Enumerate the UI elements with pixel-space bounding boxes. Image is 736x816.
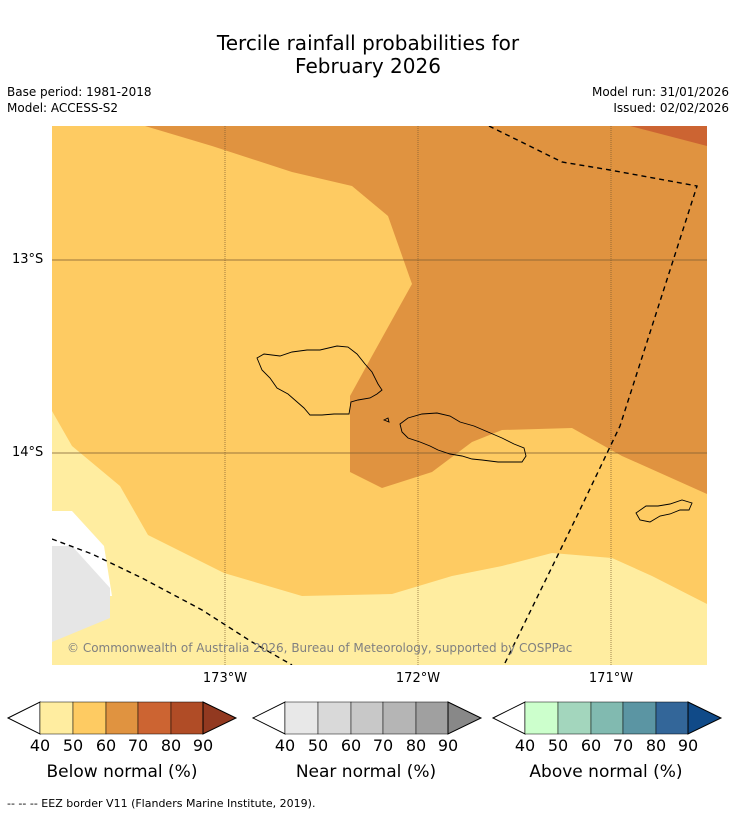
colorbar-near-seg-40-50 [284,701,319,735]
colorbar-below-seg-60-70 [105,701,139,735]
colorbar-near-under [251,701,286,735]
colorbar-near [251,701,483,735]
copyright-notice: © Commonwealth of Australia 2026, Bureau… [67,641,573,655]
eez-note: -- -- -- EEZ border V11 (Flanders Marine… [7,797,316,810]
colorbar-above-seg-50-60 [557,701,592,735]
cb-below-tick-60: 60 [95,736,117,755]
colorbar-below-over [202,701,238,735]
colorbar-above-seg-80-90 [655,701,689,735]
cb-below-tick-80: 80 [160,736,182,755]
cb-above-tick-50: 50 [547,736,569,755]
lat-label-13: 13°S [12,252,44,267]
title-line-1: Tercile rainfall probabilities for [216,31,520,55]
map-title: Tercile rainfall probabilities for Febru… [0,32,736,78]
lon-label-171: 171°W [588,671,634,686]
cb-below-label: Below normal (%) [46,762,198,782]
colorbar-below-seg-40-50 [39,701,74,735]
cb-below-tick-90: 90 [192,736,214,755]
cb-above-tick-90: 90 [677,736,699,755]
colorbar-below-seg-50-60 [72,701,107,735]
colorbar-below-seg-70-80 [137,701,172,735]
cb-above-tick-70: 70 [612,736,634,755]
meta-left: Base period: 1981-2018 Model: ACCESS-S2 [7,84,152,116]
cb-below-tick-50: 50 [62,736,84,755]
cb-near-tick-50: 50 [307,736,329,755]
colorbar-above-seg-40-50 [524,701,559,735]
island-manono [382,417,390,423]
coastlines [256,345,693,523]
colorbar-above-seg-70-80 [622,701,657,735]
cb-above-tick-40: 40 [514,736,536,755]
cb-near-tick-60: 60 [340,736,362,755]
cb-below-tick-70: 70 [127,736,149,755]
lon-label-172: 172°W [395,671,441,686]
model-run: Model run: 31/01/2026 [591,85,729,99]
cb-near-tick-40: 40 [274,736,296,755]
island-tutuila [635,499,693,523]
cb-near-tick-90: 90 [437,736,459,755]
lat-label-14: 14°S [12,445,44,460]
base-period: Base period: 1981-2018 [7,85,152,99]
colorbar-above-over [687,701,723,735]
cb-above-label: Above normal (%) [529,762,683,782]
colorbar-below-seg-80-90 [170,701,204,735]
colorbar-near-seg-50-60 [317,701,352,735]
meta-right: Model run: 31/01/2026 Issued: 02/02/2026 [592,84,729,116]
issued-date: Issued: 02/02/2026 [613,101,729,115]
colorbar-below [6,701,238,735]
colorbar-near-seg-60-70 [350,701,384,735]
colorbar-above [491,701,723,735]
colorbar-near-seg-80-90 [415,701,449,735]
land-grey-patch [52,546,110,642]
colorbar-near-seg-70-80 [382,701,417,735]
cb-near-tick-70: 70 [372,736,394,755]
cb-below-tick-40: 40 [29,736,51,755]
colorbar-above-under [491,701,526,735]
colorbar-below-under [6,701,41,735]
region-below-70-80 [630,126,707,146]
model-name: Model: ACCESS-S2 [7,101,119,115]
eez-line-east [488,126,698,665]
eez-border [52,126,698,665]
region-below-60-70 [145,126,707,494]
cb-near-tick-80: 80 [405,736,427,755]
title-line-2: February 2026 [295,54,441,78]
lon-label-173: 173°W [202,671,248,686]
colorbar-above-seg-60-70 [590,701,624,735]
cb-above-tick-60: 60 [580,736,602,755]
island-upolu [399,412,527,463]
cb-near-label: Near normal (%) [295,762,437,782]
island-savaii [256,345,383,416]
graticule [52,126,707,665]
map-panel [52,126,707,665]
colorbar-near-over [447,701,483,735]
cb-above-tick-80: 80 [645,736,667,755]
